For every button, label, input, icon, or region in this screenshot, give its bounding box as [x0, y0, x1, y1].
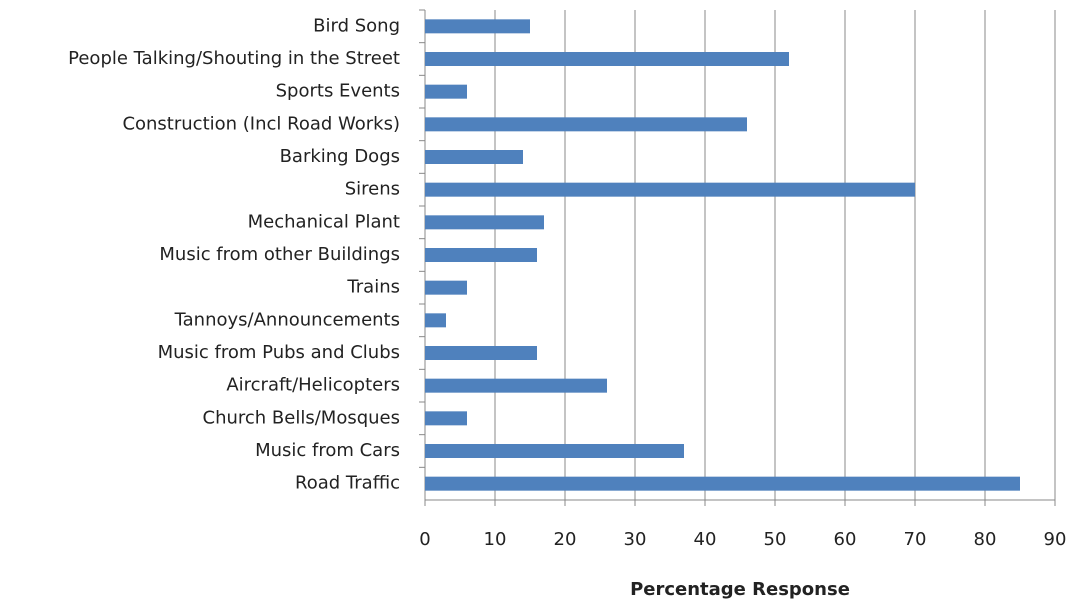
bar: [425, 378, 607, 393]
bar: [425, 182, 915, 197]
x-tick-label: 10: [484, 529, 507, 550]
bar: [425, 444, 684, 458]
bar: [425, 52, 789, 66]
bar: [425, 117, 747, 132]
y-tick-label: Music from Pubs and Clubs: [158, 342, 400, 363]
x-tick-label: 80: [974, 529, 997, 550]
bar: [425, 215, 544, 230]
y-tick-label: Trains: [346, 277, 400, 298]
y-tick-label: Road Traffic: [295, 473, 400, 494]
y-tick-label: Sirens: [345, 179, 400, 200]
bar: [425, 476, 1020, 491]
y-tick-label: Aircraft/Helicopters: [226, 375, 400, 396]
bar: [425, 84, 467, 99]
y-tick-label: Sports Events: [276, 81, 400, 102]
y-tick-label: Barking Dogs: [280, 146, 400, 167]
y-tick-label: Church Bells/Mosques: [203, 407, 401, 428]
x-tick-label: 70: [904, 529, 927, 550]
x-tick-label: 0: [419, 529, 430, 550]
x-axis-label: Percentage Response: [630, 579, 850, 600]
bar: [425, 280, 467, 295]
bar: [425, 19, 530, 34]
x-tick-label: 50: [764, 529, 787, 550]
y-tick-label: Bird Song: [313, 15, 400, 36]
bar: [425, 248, 537, 262]
bar: [425, 150, 523, 164]
y-tick-label: Tannoys/Announcements: [174, 309, 400, 330]
x-tick-label: 60: [834, 529, 857, 550]
bar: [425, 313, 446, 328]
x-tick-label: 40: [694, 529, 717, 550]
x-tick-label: 30: [624, 529, 647, 550]
x-tick-label: 90: [1044, 529, 1067, 550]
y-tick-label: People Talking/Shouting in the Street: [68, 48, 400, 69]
bar: [425, 346, 537, 360]
x-tick-label: 20: [554, 529, 577, 550]
y-tick-label: Construction (Incl Road Works): [122, 113, 400, 134]
y-tick-label: Music from Cars: [255, 440, 400, 461]
y-tick-label: Mechanical Plant: [248, 211, 400, 232]
bar: [425, 411, 467, 426]
y-tick-label: Music from other Buildings: [159, 244, 400, 265]
